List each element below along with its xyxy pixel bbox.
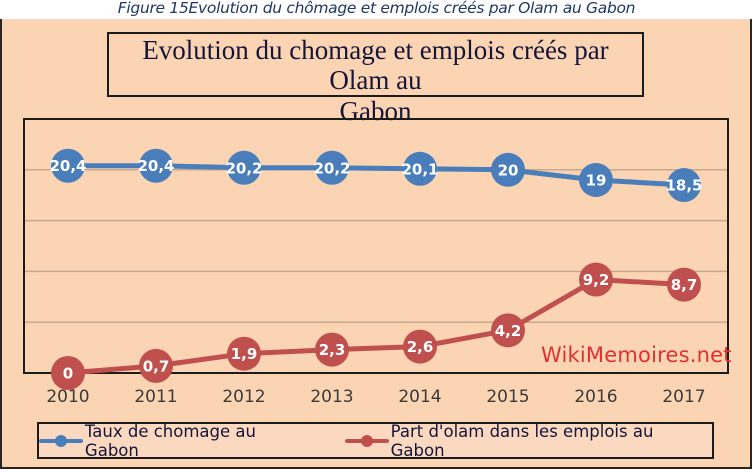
chart-title-box: Evolution du chomage et emplois créés pa…: [107, 32, 644, 126]
data-point-0-2010[interactable]: [51, 148, 85, 183]
data-label-1-2013: 2,3: [319, 341, 346, 359]
legend-item-chomage[interactable]: Taux de chomage au Gabon: [39, 422, 315, 460]
data-point-0-2017[interactable]: [667, 168, 701, 203]
data-label-0-2010: 20,4: [49, 157, 86, 175]
data-point-0-2016[interactable]: [579, 162, 613, 197]
data-point-0-2013[interactable]: [315, 150, 349, 185]
data-label-0-2011: 20,4: [137, 157, 174, 175]
chart-title-line-2: Gabon: [339, 96, 412, 126]
x-tick-label-2013: 2013: [310, 387, 353, 407]
data-label-0-2017: 18,5: [665, 177, 702, 195]
x-tick-label-2015: 2015: [486, 387, 529, 407]
x-tick-label-2010: 2010: [46, 387, 89, 407]
data-label-0-2013: 20,2: [313, 159, 350, 177]
data-label-1-2010: 0: [63, 365, 73, 383]
data-point-1-2016[interactable]: [579, 262, 613, 297]
data-label-0-2015: 20: [498, 161, 519, 179]
data-point-1-2013[interactable]: [315, 332, 349, 367]
data-label-0-2014: 20,1: [401, 160, 438, 178]
figure-caption: Figure 15Evolution du chômage et emplois…: [117, 0, 636, 17]
data-point-0-2015[interactable]: [491, 152, 525, 187]
legend: Taux de chomage au Gabon Part d'olam dan…: [37, 421, 714, 460]
data-point-1-2011[interactable]: [139, 348, 173, 383]
data-point-0-2011[interactable]: [139, 148, 173, 183]
data-label-1-2012: 1,9: [231, 345, 258, 363]
x-tick-label-2011: 2011: [134, 387, 177, 407]
data-label-1-2017: 8,7: [671, 276, 698, 294]
legend-item-olam[interactable]: Part d'olam dans les emplois au Gabon: [344, 421, 712, 460]
chart-title-line-1: Evolution du chomage et emplois créés pa…: [142, 35, 609, 95]
x-tick-label-2014: 2014: [398, 387, 441, 407]
x-tick-label-2017: 2017: [662, 387, 705, 407]
gridlines: [24, 169, 728, 323]
watermark: WikiMemoires.net: [541, 343, 732, 367]
data-point-1-2012[interactable]: [227, 336, 261, 371]
legend-swatch-blue-icon: [39, 434, 83, 447]
data-point-1-2015[interactable]: [491, 313, 525, 348]
data-label-1-2011: 0,7: [143, 357, 170, 375]
x-tick-label-2012: 2012: [222, 387, 265, 407]
data-point-0-2014[interactable]: [403, 151, 437, 186]
data-point-1-2014[interactable]: [403, 329, 437, 364]
series-markers: 20,4 20,4 20,2 20,2 20,1 20 19 18,5 0 0,7 1,9 2,3 2,…: [49, 148, 703, 390]
data-label-1-2015: 4,2: [495, 322, 522, 340]
data-label-0-2012: 20,2: [225, 159, 262, 177]
data-point-0-2012[interactable]: [227, 150, 261, 185]
data-point-1-2010[interactable]: [51, 356, 85, 390]
data-label-1-2014: 2,6: [407, 338, 434, 356]
legend-label-chomage: Taux de chomage au Gabon: [84, 421, 256, 460]
legend-label-olam: Part d'olam dans les emplois au Gabon: [390, 421, 654, 460]
data-label-1-2016: 9,2: [583, 271, 610, 289]
x-axis-labels: 2010 2011 2012 2013 2014 2015 2016 2017: [46, 387, 705, 407]
plot-area-frame: [23, 118, 729, 374]
data-label-0-2016: 19: [586, 171, 607, 189]
data-point-1-2017[interactable]: [667, 267, 701, 302]
legend-swatch-red-icon: [344, 434, 389, 447]
x-tick-label-2016: 2016: [574, 387, 617, 407]
